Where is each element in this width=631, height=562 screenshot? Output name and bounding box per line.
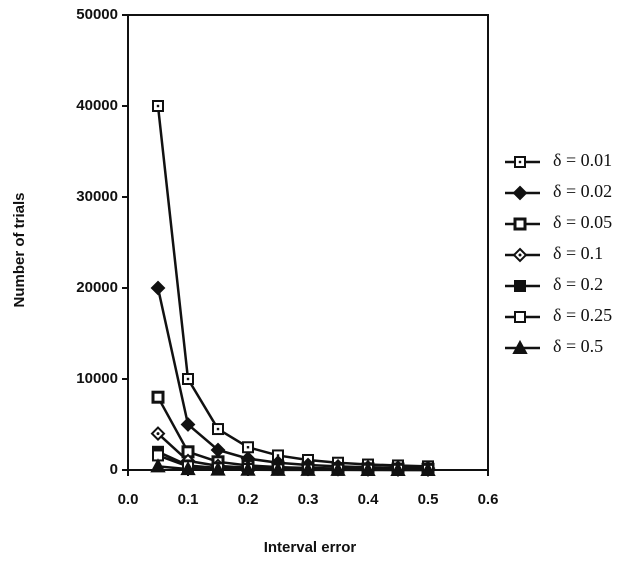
legend-label: δ = 0.5 [553,336,603,356]
data-point [360,461,376,476]
data-point-dot [156,104,160,108]
legend-label: δ = 0.2 [553,274,603,294]
y-tick-label: 30000 [76,188,118,205]
x-tick-label: 0.3 [298,491,319,508]
legend-label: δ = 0.02 [553,181,612,201]
x-axis-label: Interval error [264,539,357,556]
data-point-dot [156,432,160,436]
legend-marker-dot [518,253,522,257]
y-tick-label: 40000 [76,97,118,114]
legend-marker [512,185,528,201]
data-point [330,461,346,476]
data-point [150,458,166,473]
legend-label: δ = 0.05 [553,212,612,232]
x-tick-label: 0.0 [118,491,139,508]
series-line [156,287,429,470]
x-tick-label: 0.4 [358,491,380,508]
data-point [151,390,165,404]
y-tick-label: 0 [110,461,118,478]
y-tick-label: 20000 [76,279,118,296]
data-point-dot [216,427,220,431]
x-tick-label: 0.2 [238,491,259,508]
x-tick-label: 0.1 [178,491,199,508]
series-line [156,105,429,468]
legend-label: δ = 0.01 [553,150,612,170]
data-point [300,461,316,476]
data-point [240,461,256,476]
data-point [390,461,406,476]
legend-marker [514,311,526,323]
data-point [270,461,286,476]
legend-label: δ = 0.25 [553,305,612,325]
legend-marker-dot [518,160,522,164]
x-tick-label: 0.5 [418,491,439,508]
data-point-dot [186,377,190,381]
y-tick-label: 10000 [76,370,118,387]
legend-marker [513,217,527,231]
data-point [150,280,166,296]
data-point [180,461,196,476]
legend-marker [514,280,526,292]
legend-label: δ = 0.1 [553,243,603,263]
data-point [210,461,226,476]
y-axis-label: Number of trials [11,192,28,307]
data-point-dot [246,446,250,449]
data-point [420,461,436,476]
series-line [157,465,429,472]
data-point [180,417,196,432]
y-tick-label: 50000 [76,6,118,23]
legend-marker [512,339,528,354]
x-tick-label: 0.6 [478,491,499,508]
